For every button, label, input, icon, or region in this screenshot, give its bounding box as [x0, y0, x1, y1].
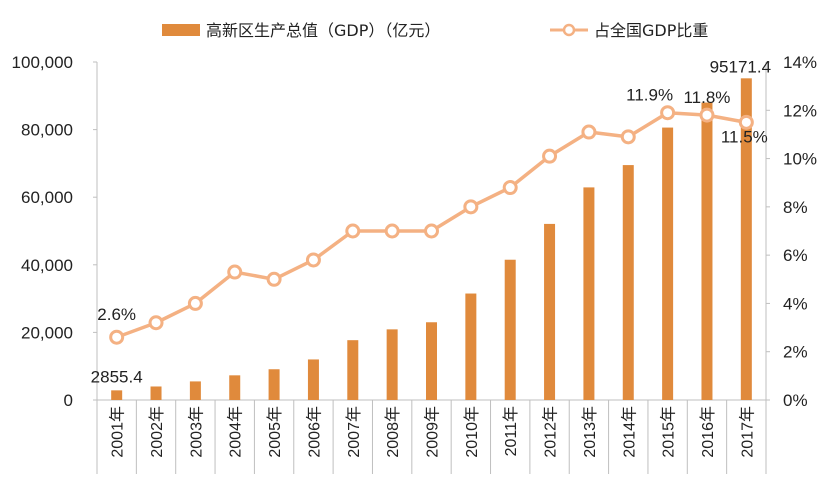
- data-label: 2855.4: [91, 367, 143, 386]
- left-tick-label: 80,000: [21, 121, 73, 140]
- share-point: [187, 295, 203, 311]
- share-point: [502, 180, 518, 196]
- left-tick-label: 40,000: [21, 256, 73, 275]
- x-tick-label: 2014年: [620, 406, 638, 458]
- share-point: [542, 148, 558, 164]
- gdp-bar: [465, 293, 477, 400]
- bar-series: [111, 78, 752, 401]
- gdp-bar: [701, 102, 713, 400]
- x-tick-label: 2008年: [384, 406, 402, 458]
- gdp-bar: [111, 390, 123, 400]
- data-label: 2.6%: [97, 305, 136, 324]
- share-point: [620, 129, 636, 145]
- axes: 0 20,000 40,000 60,000 80,000 100,000 0% 2% 4% 6%…: [12, 53, 817, 474]
- x-tick-label: 2003年: [187, 406, 205, 458]
- right-tick-label: 12%: [783, 101, 817, 120]
- line-series: [109, 105, 754, 345]
- x-tick-label: 2001年: [109, 406, 127, 458]
- legend-bar-label: 高新区生产总值（GDP）（亿元）: [206, 21, 440, 40]
- gdp-bar: [504, 259, 516, 400]
- gdp-bar: [386, 329, 398, 400]
- x-tick-label: 2006年: [305, 406, 323, 458]
- x-tick-label: 2016年: [699, 406, 717, 458]
- share-point: [148, 315, 164, 331]
- share-point: [424, 223, 439, 239]
- right-tick-label: 14%: [783, 53, 817, 72]
- legend-bar-swatch: [162, 24, 200, 36]
- x-tick-label: 2015年: [660, 406, 678, 458]
- share-point: [738, 114, 754, 130]
- gdp-bar: [347, 340, 359, 400]
- gdp-bar: [150, 386, 162, 400]
- left-tick-label: 60,000: [21, 188, 73, 207]
- left-tick-label: 20,000: [21, 323, 73, 342]
- x-tick-label: 2007年: [345, 406, 363, 458]
- share-point: [699, 107, 715, 123]
- share-point: [305, 252, 321, 268]
- right-tick-label: 4%: [783, 294, 808, 313]
- legend-line-label: 占全国GDP比重: [594, 21, 708, 40]
- left-tick-label: 100,000: [12, 53, 73, 72]
- x-tick-label: 2010年: [463, 406, 481, 458]
- gdp-bar: [662, 127, 674, 401]
- gdp-bar: [583, 187, 595, 400]
- share-point: [109, 329, 125, 345]
- share-point: [345, 223, 361, 239]
- share-point: [227, 264, 243, 280]
- share-point: [581, 124, 597, 140]
- gdp-bar: [307, 359, 319, 400]
- x-tick-label: 2009年: [424, 406, 442, 458]
- data-label: 11.5%: [721, 127, 768, 146]
- left-tick-label: 0: [64, 391, 73, 410]
- gdp-bar: [189, 381, 201, 400]
- right-tick-label: 0%: [783, 391, 808, 410]
- gdp-bar: [544, 223, 556, 400]
- gdp-bar: [426, 322, 437, 400]
- right-tick-label: 6%: [783, 246, 808, 265]
- legend: 高新区生产总值（GDP）（亿元） 占全国GDP比重: [162, 21, 708, 40]
- share-point: [660, 105, 676, 121]
- x-tick-label: 2002年: [148, 406, 166, 458]
- right-tick-label: 8%: [783, 198, 808, 217]
- gdp-bar: [622, 165, 634, 400]
- right-tick-label: 10%: [783, 150, 817, 169]
- data-labels: 2855.4 95171.4 2.6% 11.9% 11.8% 11.5%: [91, 57, 771, 386]
- x-tick-label: 2011年: [502, 406, 520, 456]
- share-point: [266, 271, 282, 287]
- gdp-bar: [229, 375, 241, 400]
- share-point: [463, 199, 479, 215]
- x-tick-label: 2005年: [266, 406, 284, 458]
- right-tick-label: 2%: [783, 343, 808, 362]
- legend-line-marker: [562, 23, 576, 37]
- data-label: 11.9%: [626, 86, 673, 105]
- share-point: [384, 223, 400, 239]
- x-tick-label: 2012年: [542, 406, 560, 458]
- data-label: 95171.4: [710, 57, 771, 76]
- gdp-bar: [740, 78, 752, 400]
- x-tick-label: 2013年: [581, 406, 599, 458]
- x-tick-label: 2017年: [738, 406, 756, 458]
- x-tick-label: 2004年: [227, 406, 245, 458]
- gdp-bar: [268, 369, 280, 400]
- data-label: 11.8%: [683, 88, 730, 107]
